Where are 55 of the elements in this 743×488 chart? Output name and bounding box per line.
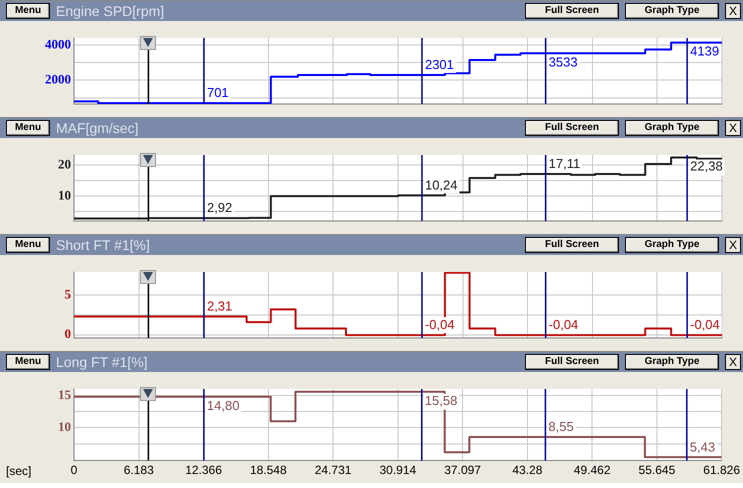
annotation: 2,31 [206, 298, 232, 314]
text: Graph Type [625, 237, 719, 253]
x-tick-label: 43.28 [512, 463, 543, 478]
text: Graph Type [625, 3, 719, 19]
annotation: 701 [206, 85, 229, 100]
annotation: 2,92 [206, 200, 232, 216]
y-tick-label: 20 [58, 156, 71, 172]
x-tick-label: 12.366 [185, 463, 222, 478]
text: Menu [6, 3, 50, 19]
x-axis-title: [sec] [6, 464, 32, 478]
annotation: -0,04 [690, 317, 720, 332]
annotation: 14,80 [206, 398, 240, 413]
y-tick-label: 10 [58, 187, 71, 202]
annotation: -0,04 [424, 317, 455, 332]
text: Menu [6, 354, 50, 370]
annotation: 17,11 [548, 156, 580, 172]
text: Full Screen [525, 3, 619, 19]
chart-title: Long FT #1[%] [56, 354, 149, 370]
text: Full Screen [525, 120, 619, 136]
text: Graph Type [625, 354, 719, 370]
y-tick-label: 0 [64, 326, 71, 342]
annotation: 3533 [548, 54, 578, 70]
x-tick-label: 37.097 [444, 463, 482, 478]
y-tick-label: 4000 [45, 36, 71, 52]
x-tick-label: 24.731 [314, 463, 352, 478]
y-tick-label: 5 [64, 286, 72, 302]
x-tick-label: 55.645 [638, 463, 676, 478]
x-tick-label: 6.183 [124, 463, 154, 478]
text: X [725, 237, 741, 253]
chart-title: Short FT #1[%] [56, 237, 151, 253]
x-tick-label: 30.914 [379, 463, 417, 478]
y-tick-label: 15 [58, 386, 72, 402]
text: Full Screen [525, 354, 619, 370]
annotation: 15,58 [424, 392, 458, 408]
text: Graph Type [625, 120, 719, 136]
y-tick-label: 2000 [45, 72, 71, 87]
text: Menu [6, 120, 50, 136]
text: Full Screen [525, 237, 619, 253]
x-tick-label: 61.826 [703, 463, 740, 478]
annotation: 4139 [690, 44, 720, 59]
annotation: -0,04 [548, 317, 578, 332]
chart-title: MAF[gm/sec] [56, 120, 140, 136]
chart-title: Engine SPD[rpm] [56, 3, 166, 19]
text: X [725, 120, 741, 136]
annotation: 22,38 [690, 158, 723, 174]
annotation: 10,24 [424, 177, 458, 192]
text: X [725, 354, 741, 370]
x-tick-label: 49.462 [574, 463, 611, 478]
x-tick-label: 18.548 [250, 463, 287, 478]
annotation: 2301 [424, 57, 454, 72]
annotation: 5,43 [690, 439, 716, 454]
y-tick-label: 10 [58, 419, 71, 434]
text: X [725, 3, 741, 19]
annotation: 8,55 [548, 419, 574, 434]
text: Menu [6, 237, 50, 253]
